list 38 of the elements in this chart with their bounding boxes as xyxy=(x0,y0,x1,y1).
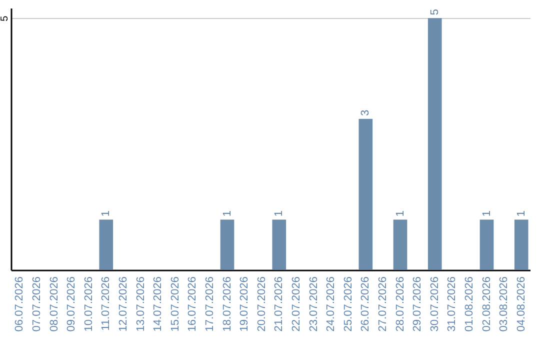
x-tick-label: 15.07.2026 xyxy=(169,276,182,332)
x-tick-label: 16.07.2026 xyxy=(186,276,199,332)
data-label: 1 xyxy=(515,210,528,217)
x-tick-label: 31.07.2026 xyxy=(446,276,458,332)
x-tick-label: 01.08.2026 xyxy=(463,276,476,332)
x-tick-label: 10.07.2026 xyxy=(82,276,95,332)
x-tick-label: 04.08.2026 xyxy=(515,276,528,332)
x-tick-label: 03.08.2026 xyxy=(498,276,510,332)
data-label: 1 xyxy=(394,210,406,217)
x-tick-label: 08.07.2026 xyxy=(48,276,60,332)
data-label: 1 xyxy=(100,210,112,217)
data-label: 1 xyxy=(273,210,286,217)
x-tick-label: 09.07.2026 xyxy=(66,276,78,332)
x-tick-label: 20.07.2026 xyxy=(256,276,268,332)
x-tick-label: 02.08.2026 xyxy=(480,276,493,332)
x-tick-label: 17.07.2026 xyxy=(204,276,216,332)
x-tick-label: 12.07.2026 xyxy=(117,276,130,332)
data-label: 1 xyxy=(221,210,234,217)
x-tick-label: 22.07.2026 xyxy=(290,276,302,332)
x-tick-label: 27.07.2026 xyxy=(376,276,389,332)
x-tick-label: 26.07.2026 xyxy=(360,276,372,332)
data-label: 3 xyxy=(360,110,372,116)
x-tick-label: 14.07.2026 xyxy=(152,276,164,332)
x-tick-label: 23.07.2026 xyxy=(308,276,320,332)
data-label: 5 xyxy=(428,8,441,16)
x-tick-label: 29.07.2026 xyxy=(412,276,424,332)
data-label: 1 xyxy=(480,210,493,217)
x-tick-label: 07.07.2026 xyxy=(30,276,43,332)
x-tick-label: 13.07.2026 xyxy=(134,276,147,332)
x-tick-label: 24.07.2026 xyxy=(325,276,338,332)
x-tick-label: 28.07.2026 xyxy=(394,276,406,332)
x-tick-label: 11.07.2026 xyxy=(100,276,112,331)
x-tick-label: 19.07.2026 xyxy=(238,276,251,332)
x-tick-label: 18.07.2026 xyxy=(221,276,234,332)
x-tick-label: 21.07.2026 xyxy=(273,276,286,332)
x-tick-label: 30.07.2026 xyxy=(428,276,441,332)
x-tick-label: 25.07.2026 xyxy=(342,276,354,332)
x-tick-label: 06.07.2026 xyxy=(14,276,26,332)
